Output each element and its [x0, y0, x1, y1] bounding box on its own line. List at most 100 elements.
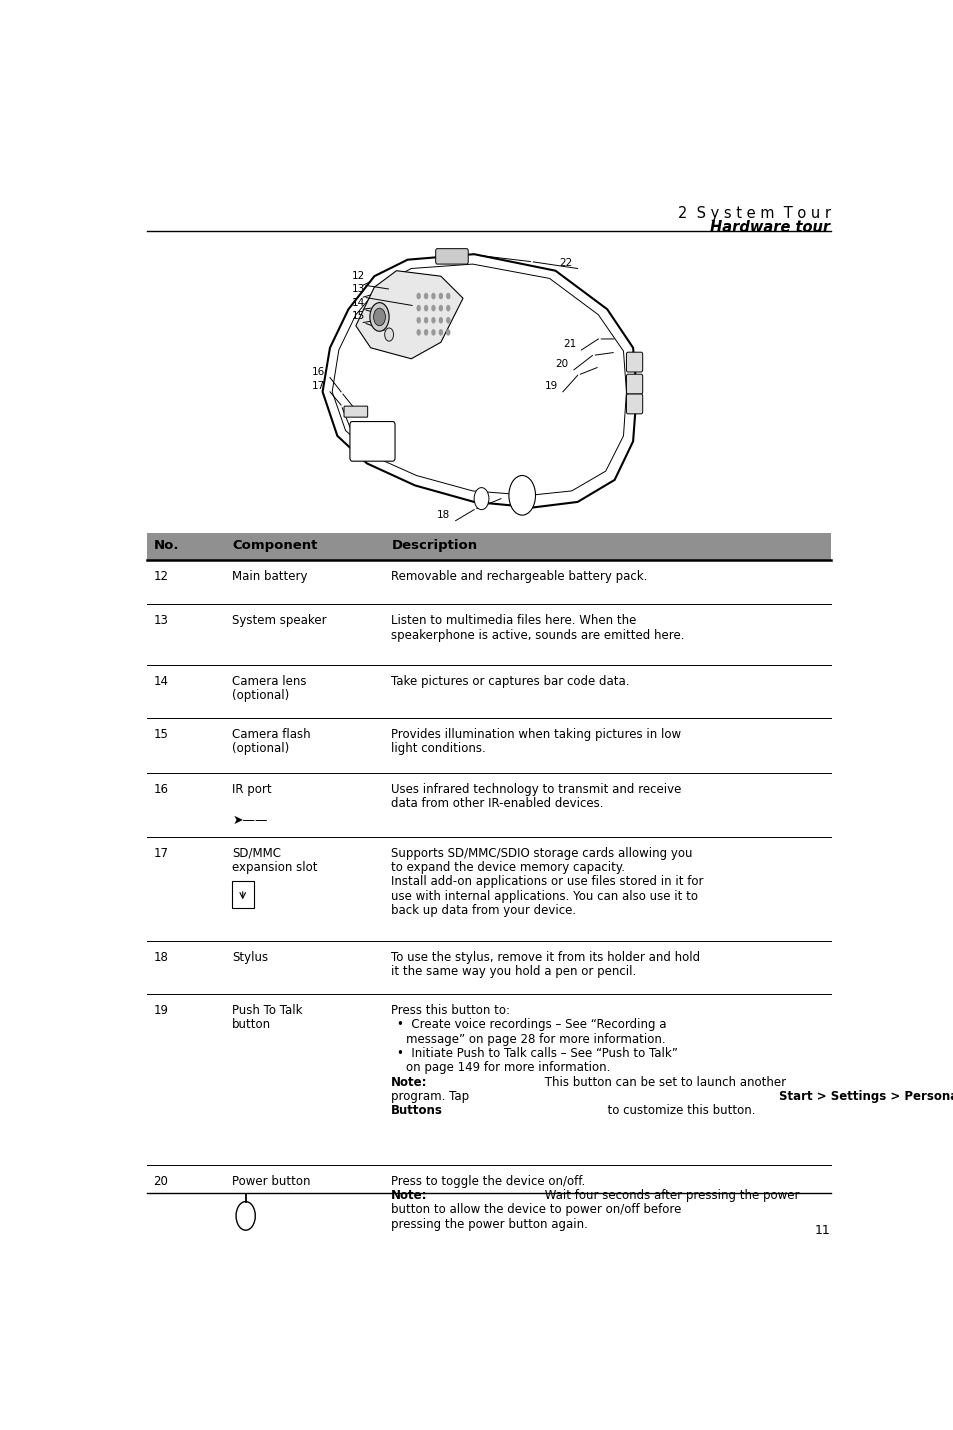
Text: •  Initiate Push to Talk calls – See “Push to Talk”: • Initiate Push to Talk calls – See “Pus… [396, 1047, 678, 1060]
Text: 12: 12 [352, 272, 365, 282]
Text: Provides illumination when taking pictures in low: Provides illumination when taking pictur… [391, 728, 680, 741]
Circle shape [384, 327, 394, 342]
Text: To use the stylus, remove it from its holder and hold: To use the stylus, remove it from its ho… [391, 951, 700, 964]
Circle shape [446, 305, 450, 312]
Text: Description: Description [391, 539, 476, 552]
Circle shape [431, 305, 436, 312]
FancyBboxPatch shape [626, 352, 642, 372]
PathPatch shape [355, 270, 462, 359]
Circle shape [438, 305, 442, 312]
Text: Removable and rechargeable battery pack.: Removable and rechargeable battery pack. [391, 571, 647, 583]
Text: 15: 15 [153, 728, 168, 741]
Circle shape [446, 293, 450, 299]
Circle shape [446, 317, 450, 323]
PathPatch shape [322, 255, 637, 508]
Text: Supports SD/MMC/SDIO storage cards allowing you: Supports SD/MMC/SDIO storage cards allow… [391, 847, 692, 859]
FancyBboxPatch shape [436, 249, 468, 265]
Text: program. Tap: program. Tap [391, 1090, 473, 1103]
Text: Note:: Note: [391, 1075, 427, 1088]
Text: Uses infrared technology to transmit and receive: Uses infrared technology to transmit and… [391, 782, 681, 795]
Text: light conditions.: light conditions. [391, 742, 486, 755]
Circle shape [474, 488, 488, 509]
Text: 18: 18 [153, 951, 168, 964]
Text: 14: 14 [153, 675, 168, 688]
Text: 22: 22 [558, 257, 572, 267]
Circle shape [431, 329, 436, 336]
Text: Note:: Note: [391, 1188, 427, 1203]
Text: Camera lens: Camera lens [233, 675, 307, 688]
Text: on page 149 for more information.: on page 149 for more information. [406, 1061, 610, 1074]
Text: Take pictures or captures bar code data.: Take pictures or captures bar code data. [391, 675, 629, 688]
Text: Press this button to:: Press this button to: [391, 1004, 510, 1017]
Circle shape [423, 293, 428, 299]
Text: Push To Talk: Push To Talk [233, 1004, 302, 1017]
Circle shape [235, 1201, 255, 1230]
FancyBboxPatch shape [626, 375, 642, 395]
Text: Main battery: Main battery [233, 571, 308, 583]
Text: button: button [233, 1018, 272, 1031]
Text: System speaker: System speaker [233, 615, 327, 628]
Text: use with internal applications. You can also use it to: use with internal applications. You can … [391, 889, 698, 902]
Text: 20: 20 [153, 1174, 168, 1188]
Text: Buttons: Buttons [391, 1104, 443, 1117]
Text: This button can be set to launch another: This button can be set to launch another [540, 1075, 785, 1088]
Text: Power button: Power button [233, 1174, 311, 1188]
Text: to customize this button.: to customize this button. [599, 1104, 755, 1117]
Text: it the same way you hold a pen or pencil.: it the same way you hold a pen or pencil… [391, 965, 636, 978]
Text: •  Create voice recordings – See “Recording a: • Create voice recordings – See “Recordi… [396, 1018, 666, 1031]
Text: 17: 17 [153, 847, 168, 859]
Text: Wait four seconds after pressing the power: Wait four seconds after pressing the pow… [540, 1188, 799, 1203]
Circle shape [423, 329, 428, 336]
Text: SD/MMC: SD/MMC [233, 847, 281, 859]
Text: 17: 17 [311, 382, 324, 392]
Text: 19: 19 [153, 1004, 168, 1017]
Text: 13: 13 [153, 615, 168, 628]
Text: Press to toggle the device on/off.: Press to toggle the device on/off. [391, 1174, 585, 1188]
Text: Camera flash: Camera flash [233, 728, 311, 741]
Circle shape [416, 293, 420, 299]
Text: to expand the device memory capacity.: to expand the device memory capacity. [391, 861, 624, 874]
Text: IR port: IR port [233, 782, 272, 795]
Circle shape [508, 476, 535, 515]
FancyBboxPatch shape [344, 406, 367, 418]
Circle shape [446, 329, 450, 336]
Text: Install add-on applications or use files stored in it for: Install add-on applications or use files… [391, 875, 703, 888]
Text: 16: 16 [311, 368, 324, 378]
Circle shape [438, 293, 442, 299]
Text: Component: Component [233, 539, 317, 552]
Text: 19: 19 [544, 382, 558, 392]
Text: 2  S y s t e m  T o u r: 2 S y s t e m T o u r [677, 206, 830, 220]
FancyBboxPatch shape [350, 422, 395, 462]
Text: speakerphone is active, sounds are emitted here.: speakerphone is active, sounds are emitt… [391, 629, 684, 642]
Circle shape [416, 329, 420, 336]
Text: 16: 16 [153, 782, 168, 795]
Circle shape [370, 303, 389, 332]
Text: expansion slot: expansion slot [233, 861, 317, 874]
Text: message” on page 28 for more information.: message” on page 28 for more information… [406, 1032, 665, 1045]
Text: button to allow the device to power on/off before: button to allow the device to power on/o… [391, 1203, 681, 1217]
Text: Listen to multimedia files here. When the: Listen to multimedia files here. When th… [391, 615, 636, 628]
Text: 20: 20 [555, 359, 568, 369]
Circle shape [416, 305, 420, 312]
FancyBboxPatch shape [626, 395, 642, 413]
FancyBboxPatch shape [232, 881, 253, 908]
Text: 18: 18 [436, 511, 450, 521]
Circle shape [416, 317, 420, 323]
Text: 11: 11 [814, 1224, 830, 1237]
Text: 12: 12 [153, 571, 168, 583]
Text: 15: 15 [352, 310, 365, 320]
Text: (optional): (optional) [233, 742, 290, 755]
Circle shape [423, 305, 428, 312]
Text: 21: 21 [562, 339, 576, 349]
Text: Hardware tour: Hardware tour [710, 220, 830, 235]
Text: Stylus: Stylus [233, 951, 268, 964]
Text: back up data from your device.: back up data from your device. [391, 904, 576, 917]
Circle shape [374, 307, 385, 326]
Text: 13: 13 [352, 285, 365, 295]
Text: Start > Settings > Personal >: Start > Settings > Personal > [779, 1090, 953, 1103]
Circle shape [431, 317, 436, 323]
Text: 14: 14 [352, 297, 365, 307]
Circle shape [423, 317, 428, 323]
Circle shape [438, 329, 442, 336]
Text: No.: No. [153, 539, 178, 552]
